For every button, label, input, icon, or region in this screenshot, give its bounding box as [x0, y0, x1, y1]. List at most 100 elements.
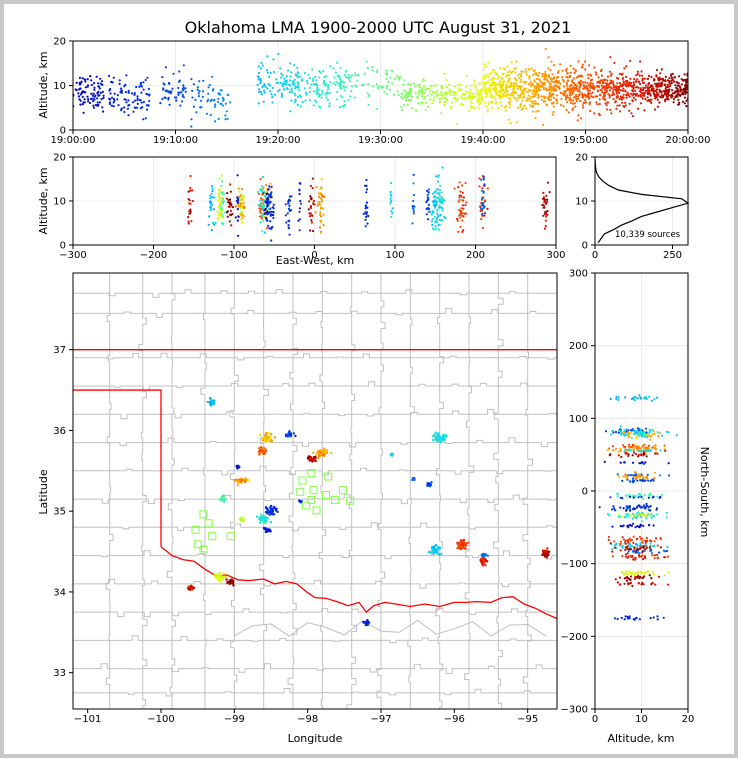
time-height-point — [653, 108, 657, 111]
time-height-point — [637, 94, 640, 97]
time-height-point — [147, 87, 150, 91]
time-height-point — [295, 74, 298, 77]
time-height-point — [335, 98, 339, 101]
time-height-point — [125, 101, 128, 104]
east-west-point — [218, 209, 221, 212]
plan-view-point — [483, 560, 486, 563]
east-west-point — [217, 205, 220, 209]
north-south-point — [666, 583, 670, 586]
north-south-point — [637, 548, 640, 551]
time-height-point — [591, 91, 594, 94]
time-height-point — [306, 82, 309, 85]
lma-station-marker — [191, 525, 200, 534]
time-height-point — [501, 92, 505, 96]
north-south-point — [648, 434, 651, 437]
east-west-point — [365, 188, 369, 191]
time-height-point — [99, 77, 102, 80]
east-west-point — [270, 191, 273, 194]
time-height-point — [79, 93, 82, 96]
north-south-point — [649, 492, 652, 495]
time-height-point — [336, 90, 339, 93]
time-height-point — [83, 78, 86, 81]
east-west-point — [229, 183, 232, 186]
time-height-point — [323, 76, 326, 79]
plan-view-point — [222, 575, 225, 579]
time-height-point — [314, 99, 317, 102]
plan-view-point — [225, 578, 228, 581]
time-height-point — [443, 72, 446, 75]
time-height-point — [347, 76, 350, 79]
time-height-point — [484, 76, 487, 79]
ns-ytick-label: −200 — [561, 632, 588, 643]
time-height-point — [573, 77, 576, 80]
time-height-point — [226, 94, 229, 97]
north-south-point — [624, 452, 627, 455]
east-west-point — [542, 191, 545, 194]
time-height-point — [630, 112, 633, 115]
time-height-point — [134, 99, 137, 102]
time-height-point — [123, 110, 126, 114]
time-height-point — [652, 87, 655, 90]
north-south-point — [635, 616, 638, 620]
time-height-point — [405, 99, 408, 102]
north-south-point — [640, 473, 643, 476]
north-south-point — [659, 546, 663, 549]
east-west-point — [187, 190, 190, 193]
north-south-point — [616, 473, 619, 476]
time-height-point — [543, 75, 546, 78]
time-height-point — [656, 105, 660, 108]
north-south-point — [645, 455, 648, 458]
time-height-point — [615, 90, 618, 93]
east-west-point — [309, 205, 312, 208]
time-height-point — [534, 100, 537, 103]
time-height-point — [454, 93, 457, 96]
time-height-point — [321, 89, 324, 92]
east-west-point — [239, 213, 242, 216]
time-height-point — [167, 96, 170, 99]
time-height-point — [407, 91, 410, 94]
north-south-point — [652, 477, 656, 480]
north-south-point — [627, 449, 630, 452]
time-height-point — [184, 90, 187, 93]
lma-station-marker — [296, 487, 305, 496]
north-south-point — [637, 445, 641, 448]
plan-view-point — [312, 459, 315, 462]
time-height-point — [400, 95, 403, 99]
plan-view-point — [432, 550, 435, 553]
time-height-point — [334, 71, 337, 74]
time-height-point — [639, 88, 643, 91]
plan-view-point — [222, 572, 225, 575]
ew-tick-label: 300 — [546, 250, 565, 261]
north-south-point — [650, 516, 653, 520]
north-south-point — [657, 435, 660, 438]
time-tick-label: 19:50:00 — [563, 135, 608, 146]
time-height-point — [591, 86, 595, 90]
time-height-point — [313, 90, 316, 93]
plan-view-point — [543, 555, 547, 558]
east-west-point — [461, 214, 464, 217]
plan-view-point — [258, 521, 262, 524]
time-height-point — [384, 69, 388, 72]
east-west-point — [240, 207, 243, 210]
north-south-point — [624, 553, 628, 556]
time-height-point — [317, 95, 321, 98]
east-west-point — [427, 191, 430, 194]
plan-view-point — [314, 459, 317, 463]
north-south-point — [619, 549, 622, 552]
time-height-point — [436, 89, 439, 92]
time-height-point — [508, 70, 511, 73]
time-height-point — [405, 91, 408, 95]
time-height-point — [670, 96, 673, 99]
time-height-point — [470, 101, 473, 104]
plan-view-point — [437, 553, 441, 556]
time-height-point — [641, 97, 644, 100]
north-south-point — [653, 557, 656, 560]
east-west-point — [220, 222, 223, 225]
time-height-point — [525, 107, 528, 110]
east-west-point — [319, 219, 322, 222]
time-height-point — [127, 104, 130, 107]
time-height-point — [297, 72, 300, 75]
time-height-point — [566, 79, 570, 82]
time-height-point — [385, 87, 388, 90]
east-west-point — [268, 195, 271, 198]
